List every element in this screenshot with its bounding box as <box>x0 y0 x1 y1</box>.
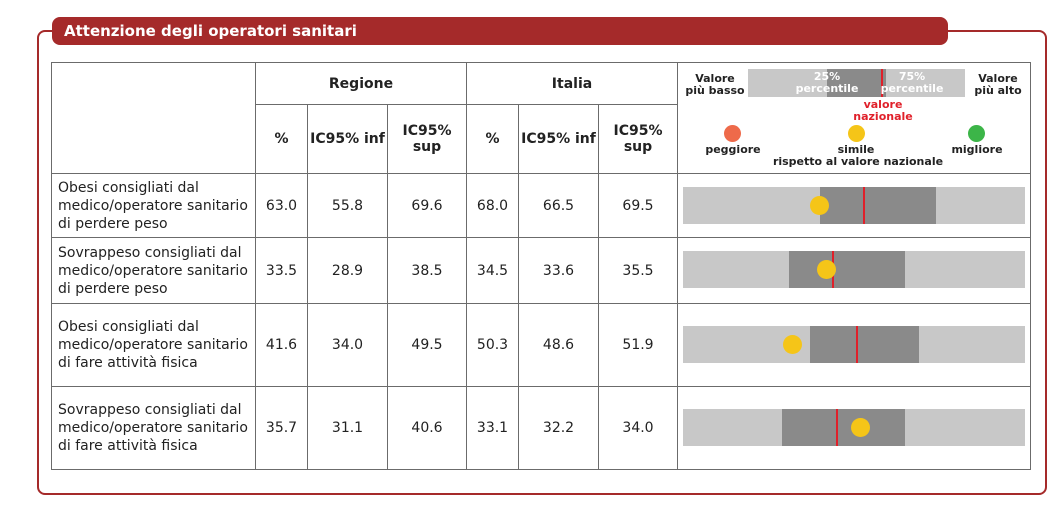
panel-title: Attenzione degli operatori sanitari <box>52 17 948 45</box>
percentile-band <box>809 326 919 363</box>
comparison-bar <box>683 326 1025 363</box>
header-ita-sup: IC95% sup <box>598 104 678 174</box>
header-ita-pct: % <box>466 104 519 174</box>
ita-sup: 51.9 <box>598 303 678 387</box>
percentile-band <box>789 251 906 288</box>
legend-similar: simile <box>837 143 875 156</box>
header-italia: Italia <box>466 61 678 106</box>
comparison-bar <box>683 187 1025 224</box>
reg-inf: 31.1 <box>307 386 388 470</box>
ita-inf: 66.5 <box>518 173 599 238</box>
row-label: Obesi consigliati dal medico/operatore s… <box>51 303 256 387</box>
table-row: Sovrappeso consigliati dal medico/operat… <box>51 386 1031 470</box>
header-reg-sup: IC95% sup <box>387 104 467 174</box>
table-row: Sovrappeso consigliati dal medico/operat… <box>51 237 1031 304</box>
ita-sup: 69.5 <box>598 173 678 238</box>
national-line <box>856 326 859 363</box>
ita-sup: 35.5 <box>598 237 678 304</box>
comparison-bar <box>683 251 1025 288</box>
table-row: Obesi consigliati dal medico/operatore s… <box>51 303 1031 387</box>
legend-worse: peggiore <box>705 143 761 156</box>
legend-similar-sub: rispetto al valore nazionale <box>772 155 944 168</box>
legend-high: Valore più alto <box>974 72 1022 97</box>
legend-better: migliore <box>951 143 1003 156</box>
percentile-band <box>819 187 937 224</box>
legend-p75: 75% percentile <box>880 70 944 95</box>
header-reg-pct: % <box>255 104 308 174</box>
national-line <box>835 409 838 446</box>
reg-pct: 35.7 <box>255 386 308 470</box>
reg-sup: 38.5 <box>387 237 467 304</box>
comparison-bar <box>683 409 1025 446</box>
reg-pct: 63.0 <box>255 173 308 238</box>
reg-inf: 28.9 <box>307 237 388 304</box>
region-dot-icon <box>817 260 837 279</box>
legend-percentile-band <box>827 69 886 97</box>
legend: Valore più basso Valore più alto 25% per… <box>678 63 1030 173</box>
row-label: Sovrappeso consigliati dal medico/operat… <box>51 237 256 304</box>
legend-scale: 25% percentile 75% percentile <box>748 69 965 97</box>
comparison-bar-cell <box>677 237 1031 304</box>
ita-inf: 32.2 <box>518 386 599 470</box>
region-dot-icon <box>810 196 830 215</box>
legend-low: Valore più basso <box>685 72 745 97</box>
header-reg-inf: IC95% inf <box>307 104 388 174</box>
ita-inf: 48.6 <box>518 303 599 387</box>
row-label: Sovrappeso consigliati dal medico/operat… <box>51 386 256 470</box>
ita-pct: 34.5 <box>466 237 519 304</box>
reg-sup: 49.5 <box>387 303 467 387</box>
region-dot-icon <box>851 418 871 437</box>
row-label: Obesi consigliati dal medico/operatore s… <box>51 173 256 238</box>
ita-pct: 33.1 <box>466 386 519 470</box>
legend-cell: Valore più basso Valore più alto 25% per… <box>677 62 1031 174</box>
similar-dot-icon <box>848 125 865 142</box>
header-ita-inf: IC95% inf <box>518 104 599 174</box>
legend-national-label: valore nazionale <box>853 98 913 123</box>
reg-sup: 69.6 <box>387 173 467 238</box>
percentile-band <box>782 409 906 446</box>
worse-dot-icon <box>724 125 741 142</box>
legend-national-line <box>881 69 883 97</box>
comparison-bar-cell <box>677 173 1031 238</box>
ita-pct: 50.3 <box>466 303 519 387</box>
table-row: Obesi consigliati dal medico/operatore s… <box>51 173 1031 238</box>
reg-pct: 33.5 <box>255 237 308 304</box>
comparison-bar-cell <box>677 386 1031 470</box>
national-line <box>863 187 866 224</box>
comparison-bar-cell <box>677 303 1031 387</box>
legend-p25: 25% percentile <box>795 70 859 95</box>
better-dot-icon <box>968 125 985 142</box>
header-regione: Regione <box>255 61 467 106</box>
empty-corner <box>51 62 256 174</box>
reg-sup: 40.6 <box>387 386 467 470</box>
reg-inf: 34.0 <box>307 303 388 387</box>
ita-inf: 33.6 <box>518 237 599 304</box>
ita-pct: 68.0 <box>466 173 519 238</box>
data-table: Regione Italia Valore più basso Valore p… <box>51 61 1031 470</box>
ita-sup: 34.0 <box>598 386 678 470</box>
reg-inf: 55.8 <box>307 173 388 238</box>
reg-pct: 41.6 <box>255 303 308 387</box>
region-dot-icon <box>782 335 802 354</box>
